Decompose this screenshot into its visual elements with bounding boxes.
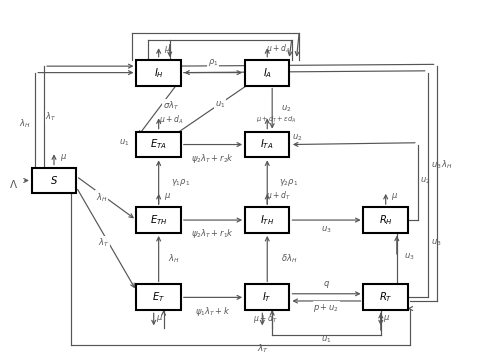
Text: $u_2$: $u_2$	[281, 103, 291, 114]
Text: $\lambda_H$: $\lambda_H$	[441, 158, 452, 170]
Text: $\lambda_T$: $\lambda_T$	[98, 236, 109, 249]
Text: $E_{TA}$: $E_{TA}$	[150, 138, 167, 151]
Text: $u_2$: $u_2$	[420, 175, 431, 186]
Text: $\psi_1\lambda_T + k$: $\psi_1\lambda_T + k$	[195, 305, 231, 318]
Text: $I_{TA}$: $I_{TA}$	[260, 138, 274, 151]
Text: $\mu$: $\mu$	[391, 191, 398, 202]
Text: $\Lambda$: $\Lambda$	[9, 178, 18, 190]
Text: $S$: $S$	[50, 174, 58, 187]
Text: $p+u_2$: $p+u_2$	[313, 302, 340, 314]
Text: $u_3$: $u_3$	[431, 237, 442, 248]
FancyBboxPatch shape	[137, 132, 181, 157]
Text: $R_T$: $R_T$	[379, 291, 393, 304]
FancyBboxPatch shape	[137, 284, 181, 310]
FancyBboxPatch shape	[245, 132, 290, 157]
Text: $I_H$: $I_H$	[153, 66, 164, 79]
FancyBboxPatch shape	[363, 284, 408, 310]
Text: $\lambda_T$: $\lambda_T$	[46, 110, 57, 123]
Text: $u_3$: $u_3$	[431, 161, 442, 171]
Text: $\mu+d_T+\varepsilon d_A$: $\mu+d_T+\varepsilon d_A$	[256, 115, 297, 125]
Text: $\lambda_H$: $\lambda_H$	[168, 252, 179, 265]
Text: $\rho_1$: $\rho_1$	[208, 57, 218, 68]
FancyBboxPatch shape	[137, 207, 181, 233]
Text: $I_{TH}$: $I_{TH}$	[260, 213, 274, 227]
Text: $\mu+d_T$: $\mu+d_T$	[253, 312, 278, 325]
FancyBboxPatch shape	[363, 207, 408, 233]
Text: $E_{TH}$: $E_{TH}$	[150, 213, 167, 227]
Text: $I_T$: $I_T$	[262, 291, 272, 304]
Text: $\mu$: $\mu$	[164, 191, 171, 202]
Text: $\psi_2\lambda_T + r_2 k$: $\psi_2\lambda_T + r_2 k$	[192, 152, 235, 165]
Text: $\sigma\lambda_T$: $\sigma\lambda_T$	[163, 99, 179, 112]
Text: $u_3$: $u_3$	[404, 252, 415, 262]
FancyBboxPatch shape	[137, 60, 181, 86]
Text: $\mu$: $\mu$	[164, 44, 171, 55]
Text: $R_H$: $R_H$	[379, 213, 393, 227]
Text: $\lambda_T$: $\lambda_T$	[257, 343, 269, 355]
FancyBboxPatch shape	[245, 284, 290, 310]
Text: $\mu$: $\mu$	[383, 313, 390, 325]
Text: $\mu$: $\mu$	[156, 313, 163, 325]
FancyBboxPatch shape	[32, 168, 76, 193]
Text: $I_A$: $I_A$	[263, 66, 272, 79]
FancyBboxPatch shape	[245, 60, 290, 86]
Text: $\lambda_H$: $\lambda_H$	[19, 118, 30, 130]
Text: $\mu$: $\mu$	[60, 152, 67, 162]
Text: $\mu+d_A$: $\mu+d_A$	[266, 42, 291, 55]
Text: $\mu+d_T$: $\mu+d_T$	[266, 189, 291, 202]
Text: $u_1$: $u_1$	[119, 138, 129, 148]
Text: $q$: $q$	[323, 279, 330, 290]
Text: $u_1$: $u_1$	[321, 334, 332, 345]
FancyBboxPatch shape	[245, 207, 290, 233]
Text: $u_2$: $u_2$	[292, 132, 302, 143]
Text: $u_1$: $u_1$	[215, 100, 226, 110]
Text: $\lambda_H$: $\lambda_H$	[96, 191, 107, 204]
Text: $E_T$: $E_T$	[152, 291, 165, 304]
Text: $\gamma_2\rho_1$: $\gamma_2\rho_1$	[279, 177, 298, 188]
Text: $\mu+d_A$: $\mu+d_A$	[159, 113, 184, 126]
Text: $\delta\lambda_H$: $\delta\lambda_H$	[281, 252, 297, 265]
Text: $u_3$: $u_3$	[321, 225, 332, 235]
Text: $\gamma_1\rho_1$: $\gamma_1\rho_1$	[171, 177, 190, 188]
Text: $\psi_2\lambda_T + r_1 k$: $\psi_2\lambda_T + r_1 k$	[192, 227, 235, 240]
